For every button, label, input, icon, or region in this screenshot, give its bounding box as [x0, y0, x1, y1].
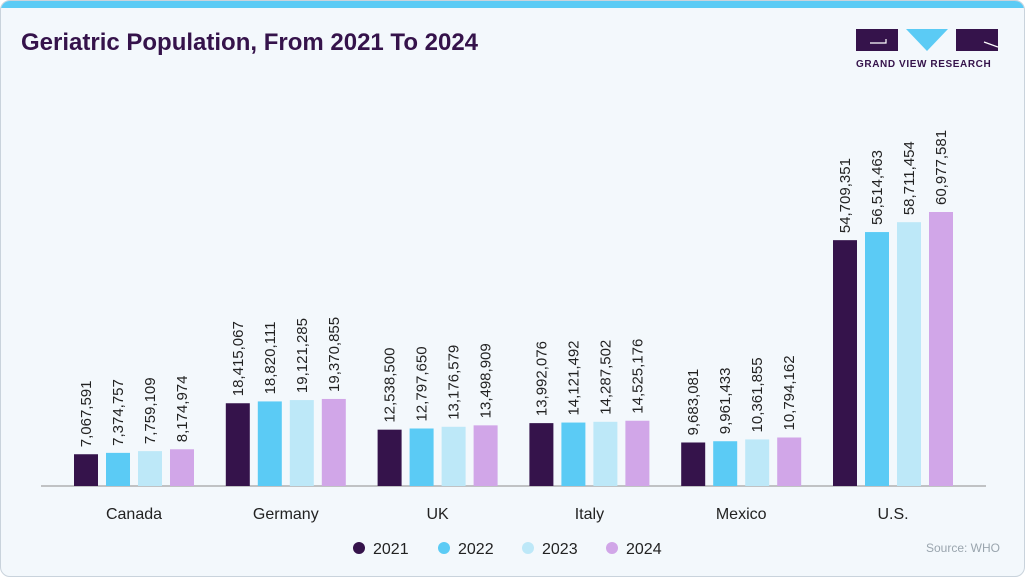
x-tick-label: Germany: [253, 506, 319, 523]
data-label: 10,794,162: [781, 355, 798, 430]
data-label: 13,498,909: [478, 343, 495, 418]
data-label: 7,067,591: [78, 381, 95, 448]
bar-2024-mexico: [777, 437, 802, 486]
grand-view-research-logo: [856, 29, 998, 51]
bar-2023-us: [897, 222, 921, 486]
bar-2023-mexico: [745, 439, 770, 486]
data-label: 19,370,855: [326, 317, 343, 392]
data-label: 54,709,351: [837, 158, 854, 233]
bar-2024-canada: [170, 449, 194, 486]
bar-2021-uk: [377, 429, 402, 486]
x-tick-label: Mexico: [716, 506, 767, 523]
bar-2021-germany: [225, 403, 250, 486]
bar-2022-uk: [409, 428, 434, 486]
x-tick-label: U.S.: [877, 506, 908, 523]
bar-2021-us: [833, 240, 857, 486]
source-note: Source: WHO: [925, 541, 1000, 555]
bar-2022-us: [865, 232, 889, 486]
data-label: 13,176,579: [446, 345, 463, 420]
data-label: 10,361,855: [749, 357, 766, 432]
data-label: 9,961,433: [717, 368, 734, 435]
bar-2022-italy: [561, 422, 586, 486]
legend-marker-2022: [438, 542, 450, 554]
data-label: 7,759,109: [142, 377, 159, 444]
data-label: 14,525,176: [629, 339, 646, 414]
bar-2024-italy: [625, 420, 650, 486]
bar-2021-italy: [529, 423, 554, 486]
legend-marker-2024: [606, 542, 618, 554]
bar-2023-uk: [441, 426, 466, 486]
chart-title: Geriatric Population, From 2021 To 2024: [21, 29, 479, 56]
legend-label: 2024: [626, 541, 662, 558]
data-label: 7,374,757: [110, 379, 127, 446]
bar-2021-mexico: [681, 442, 706, 486]
bar-2022-mexico: [713, 441, 738, 486]
data-label: 9,683,081: [685, 369, 702, 436]
bar-2022-canada: [106, 452, 130, 486]
legend-label: 2022: [458, 541, 494, 558]
data-label: 18,415,067: [230, 321, 247, 396]
bar-2022-germany: [257, 401, 282, 486]
x-tick-label: Canada: [106, 506, 162, 523]
bar-2024-uk: [473, 425, 498, 486]
x-tick-label: UK: [426, 506, 449, 523]
bar-2021-canada: [74, 454, 98, 486]
data-label: 60,977,581: [933, 130, 950, 205]
bar-2023-germany: [289, 400, 314, 486]
data-label: 56,514,463: [869, 150, 886, 225]
data-label: 12,797,650: [414, 346, 431, 421]
legend-marker-2021: [353, 542, 365, 554]
x-tick-label: Italy: [575, 506, 604, 523]
top-accent-bar: [1, 1, 1024, 8]
logo-text: GRAND VIEW RESEARCH: [856, 59, 992, 70]
bar-2024-us: [929, 212, 953, 486]
data-label: 12,538,500: [382, 348, 399, 423]
legend-label: 2021: [373, 541, 409, 558]
legend-marker-2023: [522, 542, 534, 554]
data-label: 19,121,285: [294, 318, 311, 393]
legend-label: 2023: [542, 541, 578, 558]
data-label: 14,287,502: [597, 340, 614, 415]
data-label: 8,174,974: [174, 376, 191, 443]
data-label: 18,820,111: [262, 322, 279, 395]
data-label: 14,121,492: [565, 340, 582, 415]
bar-2023-canada: [138, 451, 162, 486]
data-label: 58,711,454: [901, 141, 918, 215]
bar-2023-italy: [593, 421, 618, 486]
bar-2024-germany: [321, 398, 346, 486]
data-label: 13,992,076: [533, 341, 550, 416]
